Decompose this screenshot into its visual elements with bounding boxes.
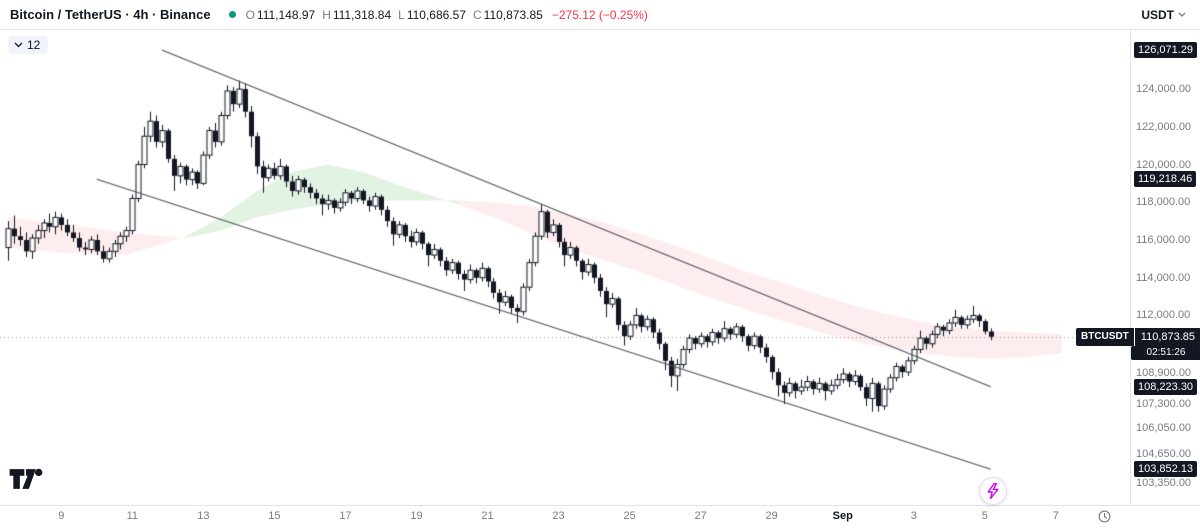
close-value: 110,873.85 (483, 7, 543, 22)
time-axis-label: Sep (832, 510, 853, 522)
low-value: 110,686.57 (406, 7, 466, 22)
time-axis-label: 3 (910, 510, 917, 522)
time-axis-label: 9 (58, 510, 65, 522)
price-axis-tick: 118,000.00 (1136, 196, 1191, 209)
current-price-symbol: BTCUSDT (1076, 327, 1134, 346)
chevron-down-icon (14, 42, 23, 48)
currency-label: USDT (1141, 7, 1174, 22)
symbol-title[interactable]: Bitcoin / TetherUS · 4h · Binance (10, 7, 211, 22)
currency-selector[interactable]: USDT (1141, 8, 1188, 22)
current-price-badge: BTCUSDT 110,873.85 (1076, 327, 1200, 346)
time-axis-label: 11 (126, 510, 139, 522)
time-axis-label: 13 (197, 510, 210, 522)
quick-trade-lightning-button[interactable] (979, 477, 1007, 505)
chart-header: Bitcoin / TetherUS · 4h · Binance O 111,1… (0, 0, 1200, 30)
ohlc-values: O 111,148.97 H 111,318.84 L 110,686.57 C 110… (246, 8, 648, 22)
low-label: L (398, 7, 405, 22)
bar-countdown: 02:51:26 (1131, 345, 1200, 360)
price-axis-tick: 104,650.00 (1136, 448, 1192, 461)
time-axis-label: 15 (268, 510, 281, 522)
price-level-badge: 126,071.29 (1134, 41, 1198, 58)
chevron-down-icon (1178, 12, 1186, 17)
time-axis-label: 7 (1052, 510, 1059, 522)
open-value: 111,148.97 (256, 7, 316, 22)
time-axis[interactable]: 9 11 13 15 17 19 21 23 25 27 29 Sep 3 5 7 (0, 505, 1200, 526)
price-axis-tick: 103,350.00 (1136, 477, 1192, 490)
price-axis-tick: 120,000.00 (1136, 158, 1192, 171)
time-axis-label: 5 (981, 510, 988, 522)
time-axis-label: 27 (694, 510, 707, 522)
price-axis-tick: 112,000.00 (1136, 309, 1191, 322)
price-axis-tick: 114,000.00 (1136, 271, 1191, 284)
time-axis-label: 19 (410, 510, 423, 522)
price-axis-tick: 116,000.00 (1136, 234, 1191, 246)
price-axis-tick: 106,050.00 (1136, 421, 1192, 434)
timezone-clock-icon[interactable] (1098, 510, 1111, 528)
time-axis-label: 21 (481, 510, 494, 522)
price-level-badge: 103,852.13 (1134, 461, 1198, 478)
time-axis-label: 23 (552, 510, 565, 522)
price-axis-border (1130, 30, 1131, 505)
high-value: 111,318.84 (332, 7, 392, 22)
chart-canvas[interactable] (0, 0, 1130, 505)
price-axis-tick: 124,000.00 (1136, 83, 1192, 96)
market-status-dot[interactable] (228, 11, 236, 18)
price-level-badge: 119,218.46 (1134, 171, 1197, 188)
current-price-value: 110,873.85 (1134, 327, 1200, 346)
high-label: H (322, 7, 331, 22)
price-axis-tick: 107,300.00 (1136, 398, 1192, 411)
indicators-count: 12 (27, 38, 41, 52)
close-label: C (473, 7, 482, 22)
time-axis-label: 29 (765, 510, 778, 522)
time-axis-label: 25 (623, 510, 636, 522)
price-axis-tick: 122,000.00 (1136, 120, 1192, 133)
change-value: −275.12 (−0.25%) (551, 7, 648, 22)
lightning-bolt-icon (987, 483, 999, 499)
tradingview-logo[interactable] (8, 466, 44, 497)
open-label: O (245, 7, 255, 22)
price-axis-tick: 108,900.00 (1136, 366, 1192, 379)
price-level-badge: 108,223.30 (1134, 378, 1198, 395)
indicators-collapse-button[interactable]: 12 (8, 36, 49, 54)
time-axis-label: 17 (339, 510, 352, 522)
price-axis[interactable]: 124,000.00 122,000.00 120,000.00 118,000.00… (1130, 0, 1200, 505)
